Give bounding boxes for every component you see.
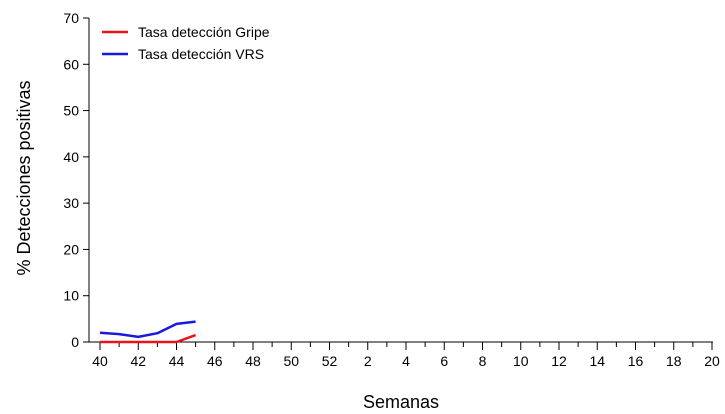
series-layer xyxy=(99,320,197,344)
legend-label: Tasa detección VRS xyxy=(138,46,264,62)
y-tick-label: 50 xyxy=(63,103,79,119)
y-tick-label: 60 xyxy=(63,56,79,72)
x-tick-label: 2 xyxy=(364,353,372,369)
series-line-gripe xyxy=(100,333,197,344)
x-tick-label: 20 xyxy=(704,353,720,369)
series-line-vrs xyxy=(99,320,196,339)
x-tick-label: 14 xyxy=(589,353,605,369)
x-tick-label: 10 xyxy=(513,353,529,369)
x-axis-title: Semanas xyxy=(363,392,439,412)
x-tick-label: 18 xyxy=(666,353,682,369)
x-tick-label: 8 xyxy=(479,353,487,369)
x-tick-label: 6 xyxy=(440,353,448,369)
y-tick-label: 40 xyxy=(63,149,79,165)
x-tick-label: 4 xyxy=(402,353,410,369)
x-tick-label: 52 xyxy=(322,353,338,369)
x-tick-label: 44 xyxy=(169,353,185,369)
y-tick-label: 70 xyxy=(63,10,79,26)
y-tick-label: 0 xyxy=(71,334,79,350)
y-tick-label: 30 xyxy=(63,195,79,211)
x-tick-label: 42 xyxy=(130,353,146,369)
x-tick-label: 46 xyxy=(207,353,223,369)
x-tick-label: 50 xyxy=(283,353,299,369)
x-tick-label: 12 xyxy=(551,353,567,369)
legend-label: Tasa detección Gripe xyxy=(138,24,270,40)
y-axis-title: % Detecciones positivas xyxy=(14,80,34,275)
y-tick-label: 20 xyxy=(63,241,79,257)
x-tick-label: 16 xyxy=(628,353,644,369)
x-tick-label: 48 xyxy=(245,353,261,369)
y-tick-label: 10 xyxy=(63,288,79,304)
legend: Tasa detección Gripe Tasa detección VRS xyxy=(102,24,270,62)
x-tick-label: 40 xyxy=(92,353,108,369)
